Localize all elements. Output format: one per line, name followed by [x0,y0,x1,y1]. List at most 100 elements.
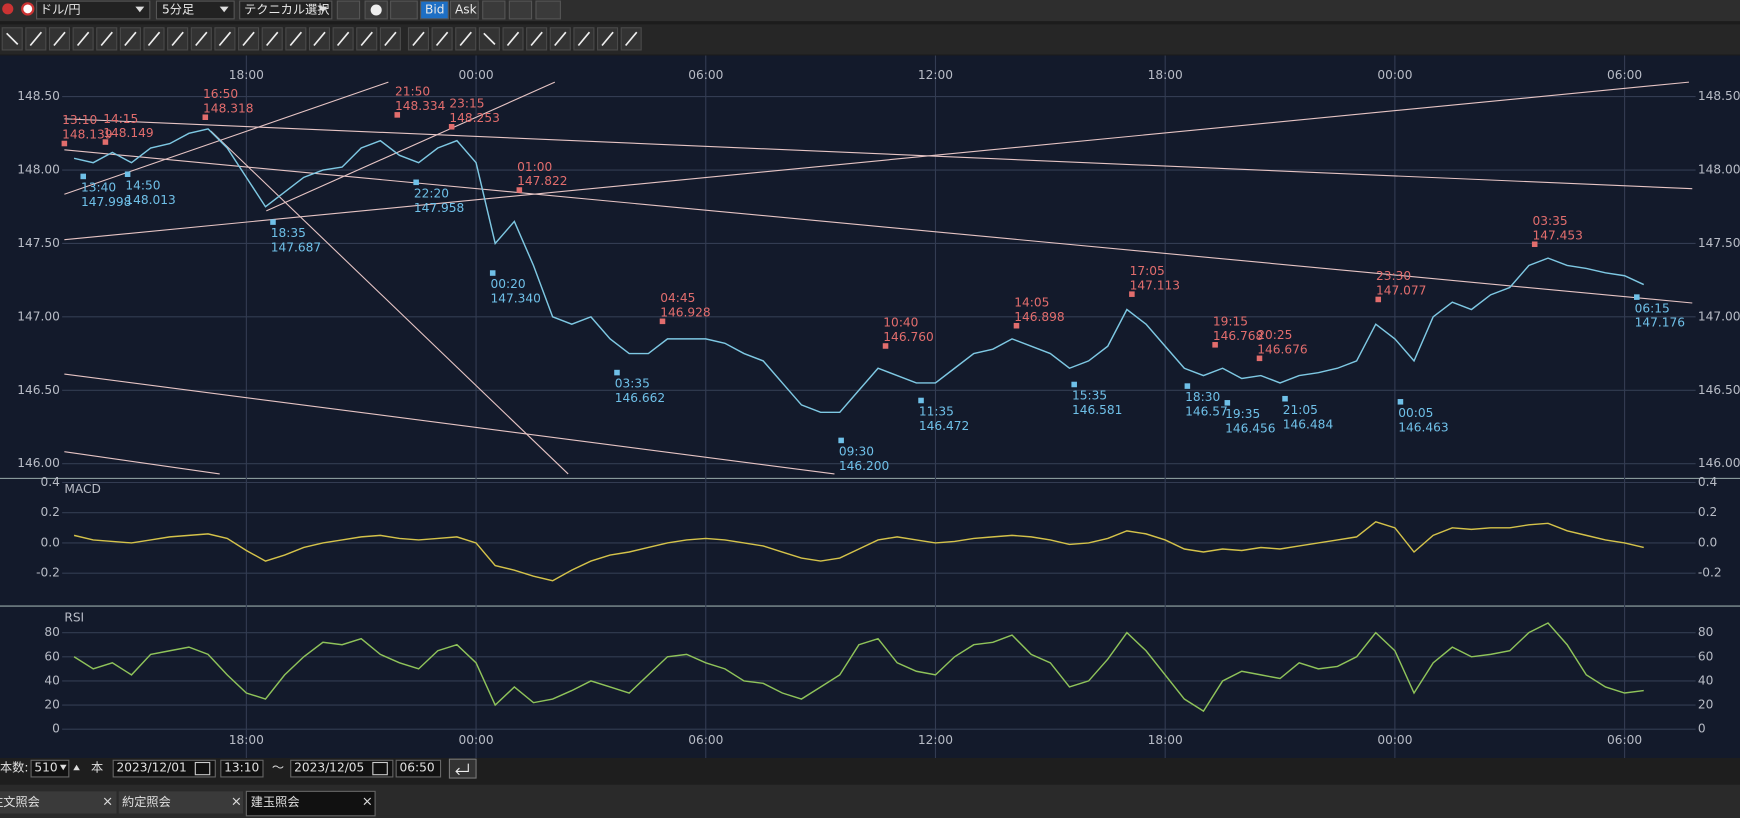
high-price: 148.253 [449,111,499,125]
y-tick-label: 0 [52,722,60,736]
y-tick-label: 147.00 [17,309,60,323]
chart-area [0,55,1740,759]
apply-button[interactable] [448,758,477,779]
tool-glyph [313,31,326,47]
high-time: 04:45 [660,291,695,305]
flag-icon [21,2,35,16]
high-time: 03:35 [1532,214,1567,228]
technical-select[interactable] [239,0,333,20]
drawing-tools [1,27,642,51]
high-price: 147.822 [517,174,567,188]
grid: 18:00 18:00 00:00 00:00 06:00 06:00 12:00 12:00… [17,55,1740,759]
tab-label: 注文照会 [0,794,40,809]
low-marker [838,437,844,444]
y-tick-label: 148.00 [1698,163,1740,177]
high-time: 10:40 [883,316,918,330]
y-tick-label: 147.00 [1698,309,1740,323]
x-tick-label: 18:00 [229,68,264,82]
high-marker [202,114,209,121]
bid-label: Bid [425,2,444,16]
tool-glyph [171,31,184,47]
spin-arrows[interactable] [59,764,80,771]
tool-button[interactable] [482,0,506,20]
tool-glyph [336,31,350,47]
x-tick-label: 00:00 [1377,733,1412,747]
x-tick-label: 18:00 [1148,68,1183,82]
end-date-input[interactable] [290,759,394,778]
y-tick-label: 148.50 [1698,89,1740,103]
high-time: 16:50 [203,87,238,101]
low-marker [124,171,131,177]
dropdown-arrow [318,6,328,13]
timeframe-select[interactable] [155,0,235,20]
count-input[interactable] [30,759,70,778]
low-time: 21:05 [1283,403,1318,417]
x-tick-label: 12:00 [918,68,953,82]
tool-glyph [435,31,449,47]
tab-active[interactable] [245,790,376,817]
y-tick-label: 148.00 [17,163,60,177]
low-price: 146.200 [839,459,889,473]
pair-select[interactable] [36,0,151,20]
high-marker [1256,355,1263,362]
high-price: 146.676 [1257,342,1307,356]
high-marker [61,140,68,147]
high-price: 147.077 [1376,284,1426,298]
tab-close[interactable] [363,797,372,806]
high-time: 23:30 [1376,269,1411,283]
high-price: 146.928 [660,305,710,319]
start-time: 13:10 [224,761,259,775]
tab[interactable] [0,791,117,814]
tool-button[interactable] [336,0,361,20]
high-marker [1013,322,1020,329]
high-price: 146.768 [1213,329,1263,343]
low-marker [80,173,87,180]
tab[interactable] [118,791,244,814]
timeframe: 5分足 [162,2,194,16]
y-tick-label: 60 [1698,649,1714,663]
calendar-icon[interactable] [194,761,211,776]
flag-icon [2,3,14,15]
trend-lines [64,81,1693,475]
low-marker [1634,294,1640,300]
calendar-icon[interactable] [372,761,388,776]
y-tick-label: 146.00 [1698,456,1740,470]
low-price: 146.484 [1283,417,1334,431]
tab-close[interactable] [232,797,241,806]
tool-glyph [147,31,161,47]
high-time: 21:50 [395,85,430,99]
zoom-out-button[interactable] [508,0,533,20]
low-time: 22:20 [414,186,449,200]
low-price: 148.013 [125,193,175,207]
y-tick-label: 20 [1698,698,1714,712]
low-time: 03:35 [615,377,650,391]
ask-button[interactable] [449,0,479,20]
x-tick-label: 12:00 [918,733,953,747]
y-tick-label: 0.4 [41,475,61,489]
tab-close[interactable] [103,797,112,806]
zoom-in-button[interactable] [535,0,561,20]
start-time-input[interactable] [220,759,264,778]
y-tick-label: 0.4 [1698,475,1718,489]
tool-glyph [53,31,66,47]
y-tick-label: -0.2 [36,566,60,580]
panel-title: MACD [64,482,101,496]
x-tick-label: 18:00 [1148,733,1183,747]
low-marker [1184,383,1191,389]
low-marker [614,369,620,376]
high-price: 147.453 [1532,228,1582,242]
dropdown-arrow [135,6,145,13]
high-marker [448,123,455,130]
tool-glyph [459,31,472,47]
x-tick-label: 06:00 [1607,68,1642,82]
tool-button[interactable] [390,0,418,20]
tool-glyph [601,31,614,47]
high-marker [659,318,666,325]
start-date-input[interactable] [112,759,216,778]
end-time-input[interactable] [395,759,442,778]
high-time: 13:10 [62,113,97,127]
footer [0,758,1740,785]
high-time: 20:25 [1257,328,1292,342]
bid-button[interactable] [420,0,449,20]
